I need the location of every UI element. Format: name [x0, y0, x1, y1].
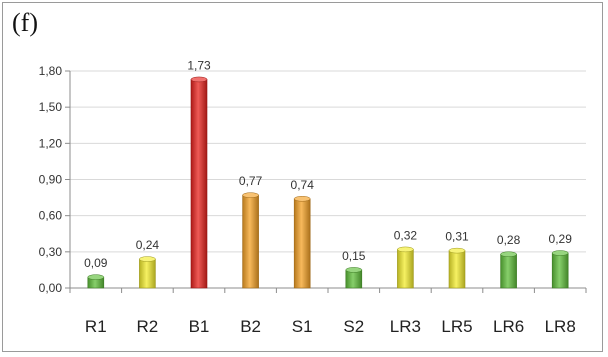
- bar-lr8: [551, 252, 569, 289]
- data-label-b2: 0,77: [239, 174, 263, 188]
- data-label-r1: 0,09: [84, 256, 108, 270]
- data-label-lr5: 0,31: [445, 230, 469, 244]
- x-tick-label-b1: B1: [189, 317, 210, 336]
- x-tick-label-lr5: LR5: [441, 317, 472, 336]
- bar-cap-s1: [293, 196, 311, 202]
- bar-cap-lr5: [448, 247, 466, 254]
- y-tick-label: 1,50: [39, 100, 63, 114]
- y-tick-label: 0,30: [39, 245, 63, 259]
- x-tick-label-b2: B2: [240, 317, 261, 336]
- bar-b1: [190, 79, 208, 289]
- x-tick-label-lr3: LR3: [390, 317, 421, 336]
- bar-lr6: [500, 253, 517, 289]
- bar-s1: [293, 198, 311, 289]
- data-label-r2: 0,24: [136, 238, 160, 252]
- panel-label: (f): [12, 8, 38, 37]
- data-label-lr3: 0,32: [394, 228, 418, 242]
- bar-lr5: [448, 250, 466, 289]
- bar-lr3: [397, 249, 414, 289]
- bar-cap-b1: [190, 76, 208, 83]
- bar-cap-r2: [139, 256, 156, 262]
- y-tick-label: 0,60: [39, 209, 63, 223]
- bar-cap-r1: [87, 274, 105, 280]
- y-tick-label: 0,00: [39, 281, 63, 295]
- bar-r2: [139, 258, 156, 289]
- x-tick-label-lr8: LR8: [545, 317, 576, 336]
- bar-cap-lr6: [500, 251, 517, 257]
- bar-cap-lr8: [551, 250, 569, 256]
- data-label-lr6: 0,28: [497, 233, 521, 247]
- chart-frame: [2, 2, 603, 352]
- x-tick-label-r2: R2: [137, 317, 159, 336]
- bar-b2: [242, 194, 259, 289]
- data-label-lr8: 0,29: [549, 232, 573, 246]
- x-tick-label-r1: R1: [85, 317, 107, 336]
- data-label-b1: 1,73: [187, 58, 211, 72]
- y-tick-label: 1,20: [39, 136, 63, 150]
- bar-cap-s2: [345, 267, 363, 273]
- x-tick-label-lr6: LR6: [493, 317, 524, 336]
- x-tick-label-s2: S2: [343, 317, 364, 336]
- data-label-s2: 0,15: [342, 249, 366, 263]
- x-tick-label-s1: S1: [292, 317, 313, 336]
- bar-cap-lr3: [397, 246, 414, 253]
- bar-cap-b2: [242, 192, 259, 198]
- data-label-s1: 0,74: [291, 178, 315, 192]
- y-tick-label: 1,80: [39, 64, 63, 78]
- y-tick-label: 0,90: [39, 173, 63, 187]
